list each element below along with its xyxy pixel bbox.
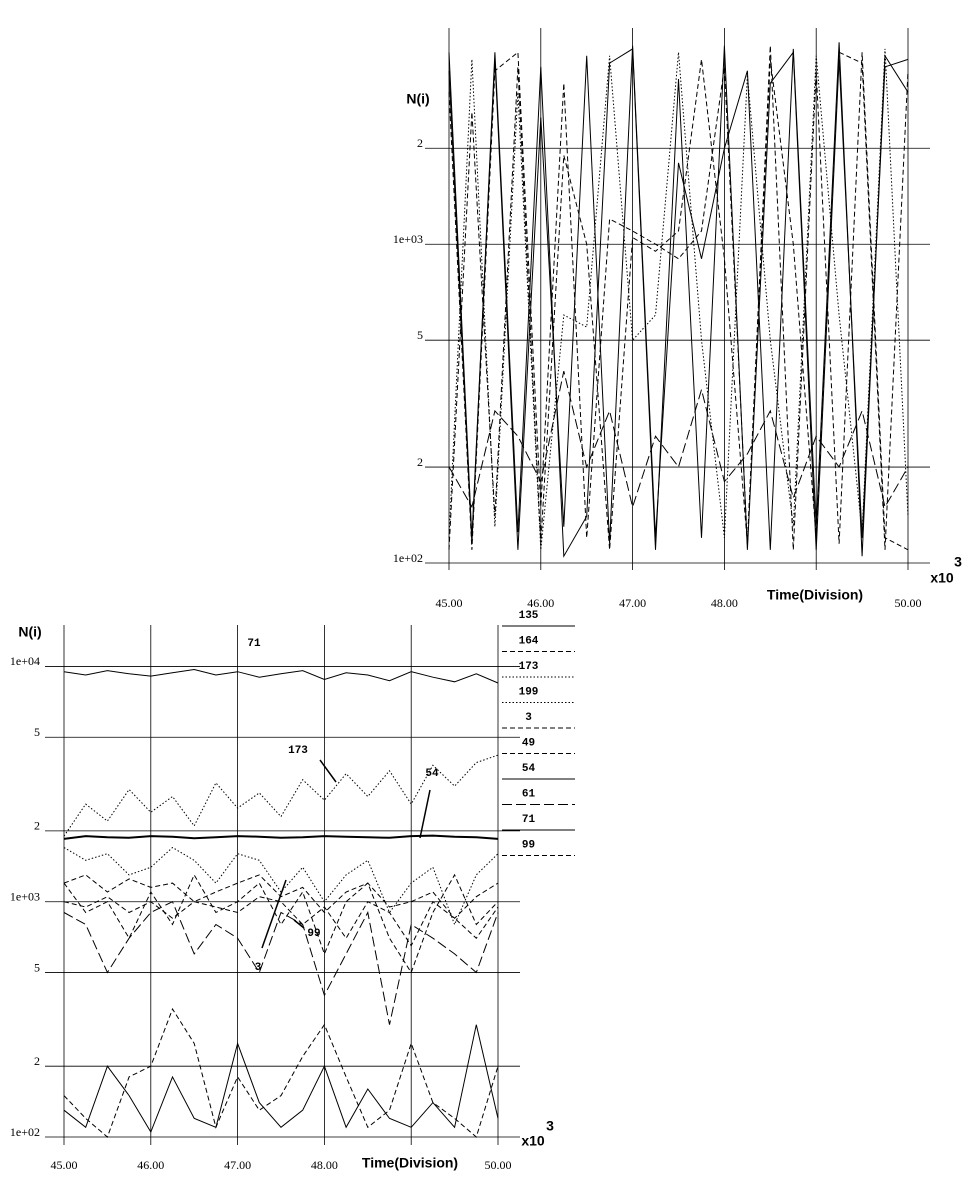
x-multiplier-exp: 3 <box>954 554 962 570</box>
x-multiplier: x10 <box>521 1133 545 1149</box>
y-tick-label: 1e+04 <box>10 654 40 668</box>
y-tick-label: 2 <box>34 819 40 833</box>
series-line <box>448 45 909 558</box>
x-tick-label: 47.00 <box>619 596 646 610</box>
x-tick-label: 46.00 <box>527 596 554 610</box>
annotation: 173 <box>288 745 308 757</box>
series-line <box>63 1024 499 1134</box>
series-line <box>448 42 909 557</box>
annotation-arrow <box>293 919 305 929</box>
x-multiplier-exp: 3 <box>546 1118 554 1134</box>
x-tick-label: 50.00 <box>485 1158 512 1172</box>
y-tick-label: 1e+03 <box>393 232 423 246</box>
series-line <box>448 45 909 551</box>
x-tick-label: 50.00 <box>895 596 922 610</box>
x-tick-label: 46.00 <box>137 1158 164 1172</box>
series-line <box>448 370 909 509</box>
y-tick-label: 1e+02 <box>10 1125 40 1139</box>
legend-label: 49 <box>522 737 535 749</box>
x-tick-label: 48.00 <box>711 596 738 610</box>
y-tick-label: 5 <box>34 960 40 974</box>
series-line <box>448 48 909 550</box>
y-tick-label: 5 <box>34 725 40 739</box>
x-tick-label: 45.00 <box>436 596 463 610</box>
legend-label: 54 <box>522 763 536 775</box>
y-tick-label: 2 <box>417 455 423 469</box>
series-line <box>63 873 499 974</box>
y-tick-label: 5 <box>417 328 423 342</box>
x-tick-label: 47.00 <box>224 1158 251 1172</box>
x-axis-label: Time(Division) <box>767 587 863 603</box>
legend-label: 71 <box>522 814 536 826</box>
annotation: 99 <box>307 928 320 940</box>
series-line <box>63 901 499 1025</box>
series-line <box>63 834 499 840</box>
legend-label: 199 <box>519 686 539 698</box>
legend-label: 61 <box>522 788 536 800</box>
y-tick-label: 1e+02 <box>393 551 423 565</box>
legend-label: 135 <box>519 610 539 622</box>
legend-label: 173 <box>519 661 539 673</box>
y-tick-label: 1e+03 <box>10 889 40 903</box>
series-line <box>63 1007 499 1138</box>
x-axis-label: Time(Division) <box>362 1155 458 1171</box>
annotation: 3 <box>255 962 262 974</box>
legend-label: 164 <box>519 635 539 647</box>
x-tick-label: 48.00 <box>311 1158 338 1172</box>
annotation-arrow <box>261 879 287 949</box>
legend-label: 3 <box>525 712 532 724</box>
series-line <box>63 874 499 920</box>
annotation-arrow <box>419 789 431 839</box>
legend-label: 99 <box>522 839 535 851</box>
x-tick-label: 45.00 <box>51 1158 78 1172</box>
y-tick-label: 2 <box>34 1054 40 1068</box>
annotation: 54 <box>425 768 439 780</box>
annotation-arrow <box>319 759 337 783</box>
x-multiplier: x10 <box>930 570 954 586</box>
series-line <box>448 51 909 550</box>
series-line <box>63 668 499 684</box>
annotation: 71 <box>247 638 261 650</box>
y-tick-label: 2 <box>417 136 423 150</box>
y-axis-label: N(i) <box>406 91 429 107</box>
series-line <box>63 896 499 947</box>
y-axis-label: N(i) <box>18 624 41 640</box>
